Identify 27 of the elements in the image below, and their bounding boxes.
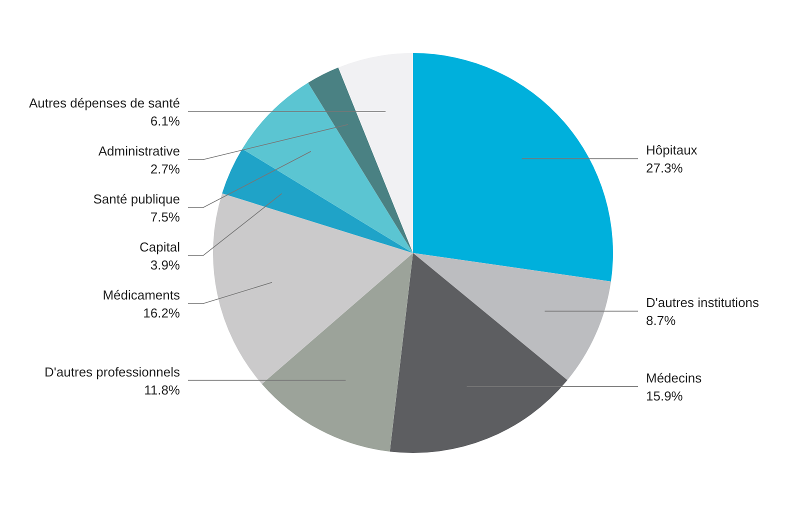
data-label: 2.7% <box>150 162 180 177</box>
data-label: 27.3% <box>646 160 684 176</box>
pie-slice <box>222 148 413 253</box>
pie-slice <box>213 193 413 384</box>
pie-slice <box>338 53 413 253</box>
pie-slice <box>413 53 613 282</box>
slice-label: D'autres professionnels <box>44 364 180 380</box>
data-label: 15.9% <box>646 388 684 404</box>
slice-label: Autres dépenses de santé <box>28 96 180 111</box>
data-label: 11.8% <box>144 382 180 398</box>
slice-label: Capital <box>140 240 180 255</box>
pie-slice <box>262 253 413 452</box>
slice-label: Médicaments <box>102 288 180 303</box>
pie-slice <box>308 67 413 253</box>
slice-label: D'autres institutions <box>646 295 760 310</box>
slice-label: Administrative <box>98 144 180 159</box>
slice-label: Santé publique <box>93 192 180 207</box>
pie-slice <box>242 82 413 253</box>
pie-slice <box>413 253 611 380</box>
pie-slice <box>390 253 568 453</box>
slice-label: Hôpitaux <box>646 142 698 158</box>
data-label: 7.5% <box>150 210 180 225</box>
data-label: 8.7% <box>646 313 676 328</box>
data-label: 16.2% <box>143 306 180 321</box>
data-label: 3.9% <box>150 258 180 273</box>
data-label: 6.1% <box>150 114 180 129</box>
slice-label: Médecins <box>646 370 702 386</box>
